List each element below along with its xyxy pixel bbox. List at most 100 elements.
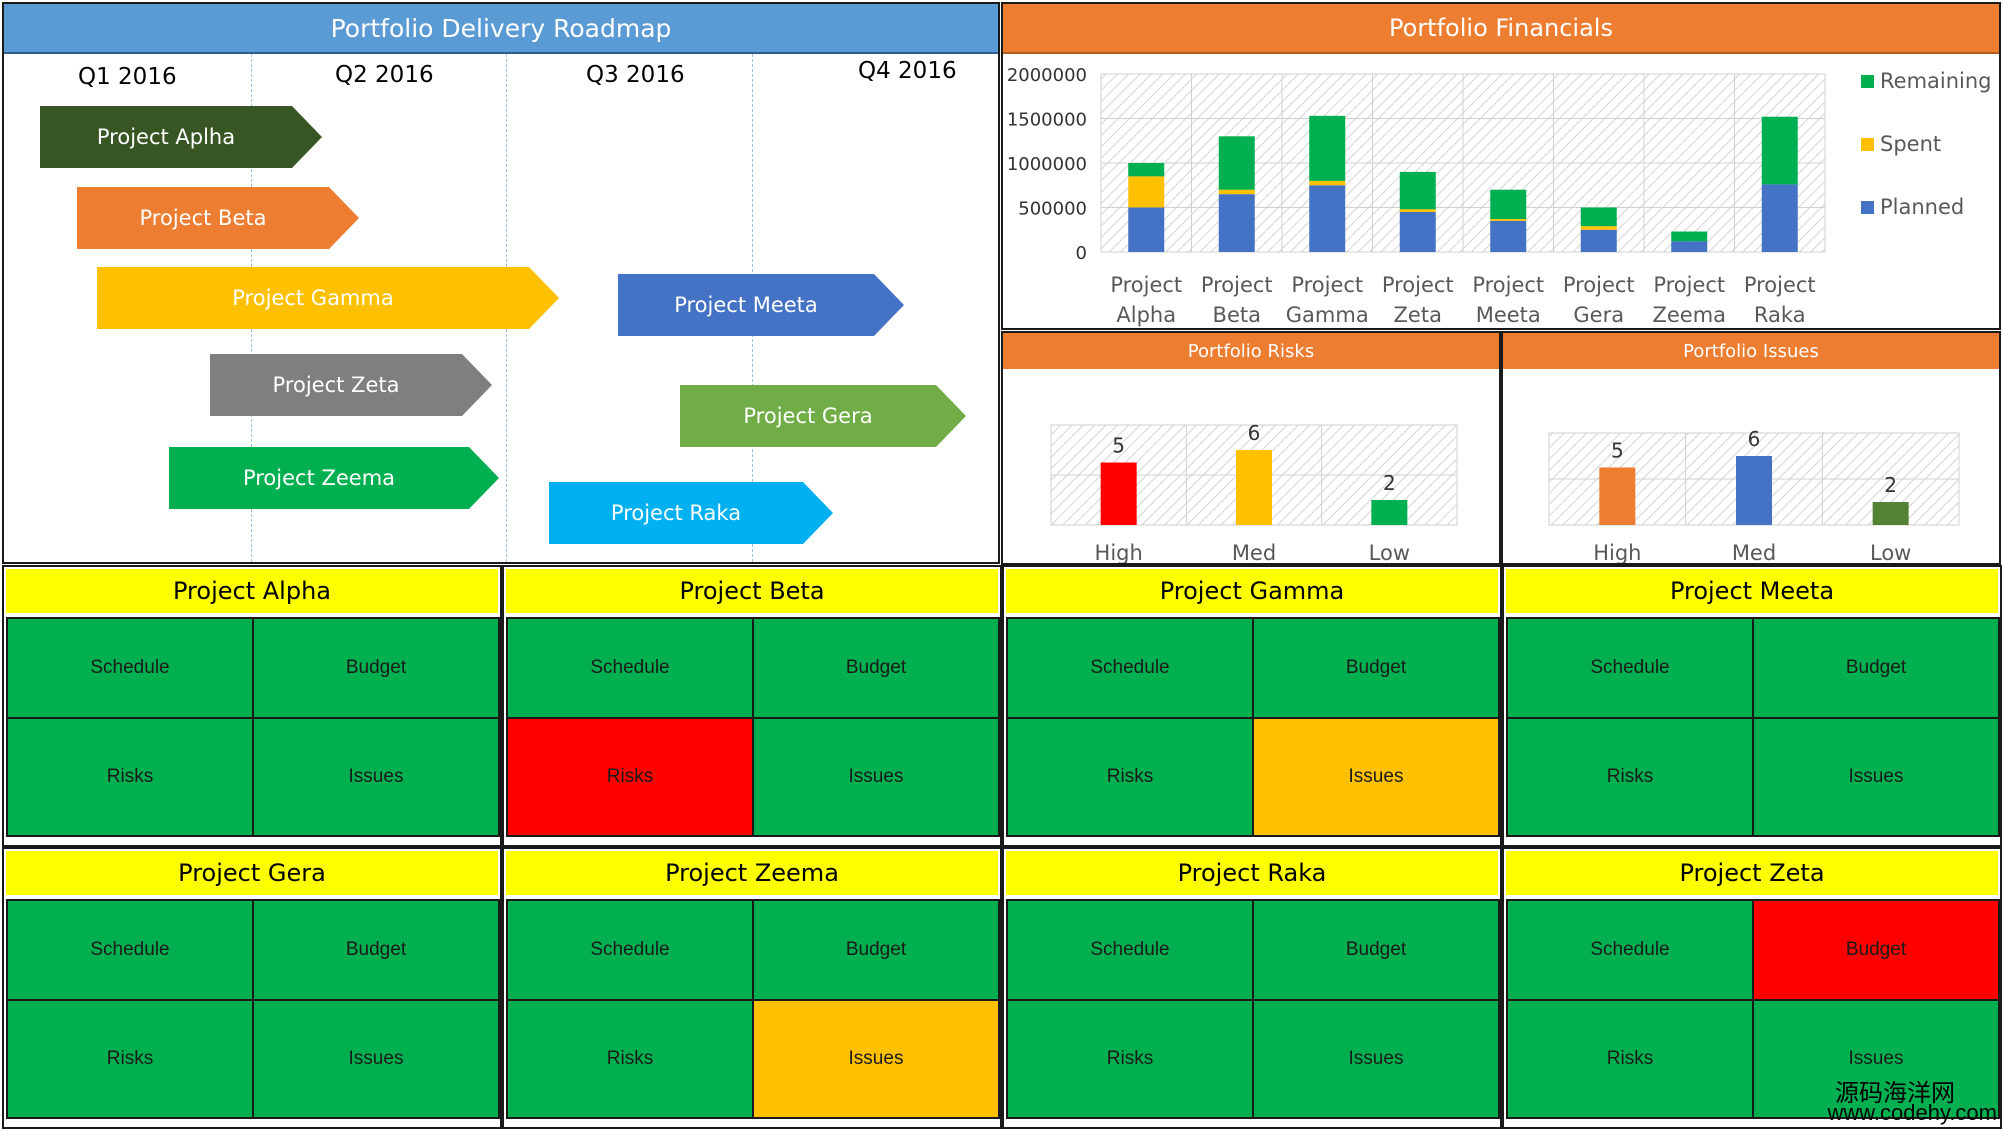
y-tick-label: 1000000 bbox=[1007, 154, 1087, 175]
category-label: Zeema bbox=[1652, 303, 1726, 327]
project-card-title: Project Gamma bbox=[1006, 569, 1498, 613]
legend-swatch bbox=[1861, 75, 1874, 88]
status-cell-issues: Issues bbox=[252, 999, 500, 1119]
bar-low bbox=[1872, 502, 1909, 525]
issues-title: Portfolio Issues bbox=[1503, 333, 1999, 369]
roadmap-bar-project-aplha[interactable]: Project Aplha bbox=[40, 106, 322, 168]
status-cell-issues: Issues bbox=[1252, 717, 1500, 837]
status-cell-label: Schedule bbox=[590, 657, 670, 678]
status-cell-label: Risks bbox=[606, 1048, 654, 1069]
bar-high bbox=[1100, 462, 1137, 525]
project-card-title: Project Zeta bbox=[1506, 851, 1998, 895]
category-label: Raka bbox=[1754, 303, 1806, 327]
category-label: High bbox=[1593, 541, 1641, 563]
project-card-title: Project Alpha bbox=[6, 569, 498, 613]
status-cell-label: Issues bbox=[848, 766, 904, 787]
roadmap-bar-label: Project Raka bbox=[610, 501, 742, 525]
project-card[interactable]: Project Zeta Schedule Budget Risks Issues bbox=[1502, 847, 2002, 1129]
status-cell-budget: Budget bbox=[1752, 899, 2000, 1001]
status-cell-label: Risks bbox=[606, 766, 654, 787]
status-cell-issues: Issues bbox=[1752, 717, 2000, 837]
status-cell-label: Schedule bbox=[1090, 657, 1170, 678]
status-cell-label: Issues bbox=[1348, 766, 1404, 787]
bar-med bbox=[1236, 450, 1272, 525]
status-cell-budget: Budget bbox=[252, 899, 500, 1001]
financials-chart: 2000000 1500000 1000000 500000 0 Project Alpha… bbox=[1007, 65, 1992, 327]
quarter-label: Q4 2016 bbox=[858, 58, 957, 84]
bar-spent bbox=[1309, 180, 1346, 186]
status-cell-risks: Risks bbox=[1006, 999, 1254, 1119]
roadmap-bar-label: Project Aplha bbox=[96, 125, 236, 149]
project-card[interactable]: Project Raka Schedule Budget Risks Issues bbox=[1002, 847, 1502, 1129]
bar-med bbox=[1736, 456, 1772, 525]
legend-label: Planned bbox=[1880, 195, 1964, 219]
project-card[interactable]: Project Alpha Schedule Budget Risks Issues bbox=[2, 565, 502, 847]
financials-title: Portfolio Financials bbox=[1003, 4, 1999, 54]
category-label: Med bbox=[1732, 541, 1776, 563]
legend-label: Remaining bbox=[1880, 69, 1992, 93]
bar-remaining bbox=[1490, 189, 1527, 220]
legend-swatch bbox=[1861, 138, 1874, 151]
category-label: Project bbox=[1472, 273, 1544, 297]
status-cell-risks: Risks bbox=[6, 999, 254, 1119]
y-tick-label: 0 bbox=[1076, 243, 1087, 264]
category-label: Gera bbox=[1573, 303, 1624, 327]
status-cell-issues: Issues bbox=[252, 717, 500, 837]
project-card[interactable]: Project Gera Schedule Budget Risks Issues bbox=[2, 847, 502, 1129]
roadmap-panel: Portfolio Delivery Roadmap Q1 2016 Q2 20… bbox=[2, 2, 1000, 564]
category-label: Project bbox=[1110, 273, 1182, 297]
status-cell-schedule: Schedule bbox=[506, 617, 754, 719]
status-cell-label: Risks bbox=[106, 766, 154, 787]
bar-spent bbox=[1580, 226, 1617, 230]
data-label: 5 bbox=[1112, 434, 1125, 458]
bar-remaining bbox=[1128, 163, 1165, 177]
roadmap-bar-project-gera[interactable]: Project Gera bbox=[680, 385, 966, 447]
status-cell-label: Schedule bbox=[90, 939, 170, 960]
status-cell-label: Schedule bbox=[1590, 657, 1670, 678]
project-card-title: Project Meeta bbox=[1506, 569, 1998, 613]
project-card[interactable]: Project Beta Schedule Budget Risks Issues bbox=[502, 565, 1002, 847]
category-label: Zeta bbox=[1394, 303, 1442, 327]
status-cell-schedule: Schedule bbox=[1006, 899, 1254, 1001]
roadmap-bar-project-zeta[interactable]: Project Zeta bbox=[210, 354, 492, 416]
roadmap-bar-project-gamma[interactable]: Project Gamma bbox=[97, 267, 559, 329]
status-cell-label: Risks bbox=[1606, 1048, 1654, 1069]
category-label: Project bbox=[1563, 273, 1635, 297]
project-card[interactable]: Project Gamma Schedule Budget Risks Issues bbox=[1002, 565, 1502, 847]
bar-planned bbox=[1399, 211, 1436, 252]
category-label: Alpha bbox=[1116, 303, 1176, 327]
status-cell-risks: Risks bbox=[6, 717, 254, 837]
bar-remaining bbox=[1761, 116, 1798, 185]
project-card[interactable]: Project Meeta Schedule Budget Risks Issues bbox=[1502, 565, 2002, 847]
bar-planned bbox=[1671, 241, 1708, 252]
data-label: 5 bbox=[1611, 439, 1624, 463]
roadmap-bar-project-meeta[interactable]: Project Meeta bbox=[618, 274, 904, 336]
project-card[interactable]: Project Zeema Schedule Budget Risks Issues bbox=[502, 847, 1002, 1129]
bar-planned bbox=[1218, 194, 1255, 252]
status-cell-issues: Issues bbox=[752, 717, 1000, 837]
roadmap-bar-project-beta[interactable]: Project Beta bbox=[77, 187, 359, 249]
category-label: Project bbox=[1744, 273, 1816, 297]
status-cell-budget: Budget bbox=[1252, 899, 1500, 1001]
category-label: Med bbox=[1232, 541, 1276, 563]
bar-planned bbox=[1128, 207, 1165, 252]
status-cell-schedule: Schedule bbox=[1006, 617, 1254, 719]
bar-spent bbox=[1399, 209, 1436, 212]
roadmap-bar-project-raka[interactable]: Project Raka bbox=[549, 482, 833, 544]
status-cell-label: Schedule bbox=[90, 657, 170, 678]
bar-remaining bbox=[1399, 171, 1436, 210]
bar-planned bbox=[1580, 229, 1617, 252]
category-label: Project bbox=[1653, 273, 1725, 297]
status-cell-label: Budget bbox=[1845, 657, 1907, 678]
roadmap-bar-project-zeema[interactable]: Project Zeema bbox=[169, 447, 499, 509]
data-label: 2 bbox=[1383, 471, 1396, 495]
status-cell-issues: Issues bbox=[1752, 999, 2000, 1119]
project-card-title: Project Raka bbox=[1006, 851, 1498, 895]
status-cell-label: Issues bbox=[848, 1048, 904, 1069]
status-cell-label: Schedule bbox=[590, 939, 670, 960]
bar-spent bbox=[1128, 176, 1165, 208]
status-cell-label: Budget bbox=[1345, 939, 1407, 960]
bar-remaining bbox=[1309, 115, 1346, 181]
status-cell-label: Schedule bbox=[1590, 939, 1670, 960]
quarter-label: Q3 2016 bbox=[586, 62, 685, 88]
